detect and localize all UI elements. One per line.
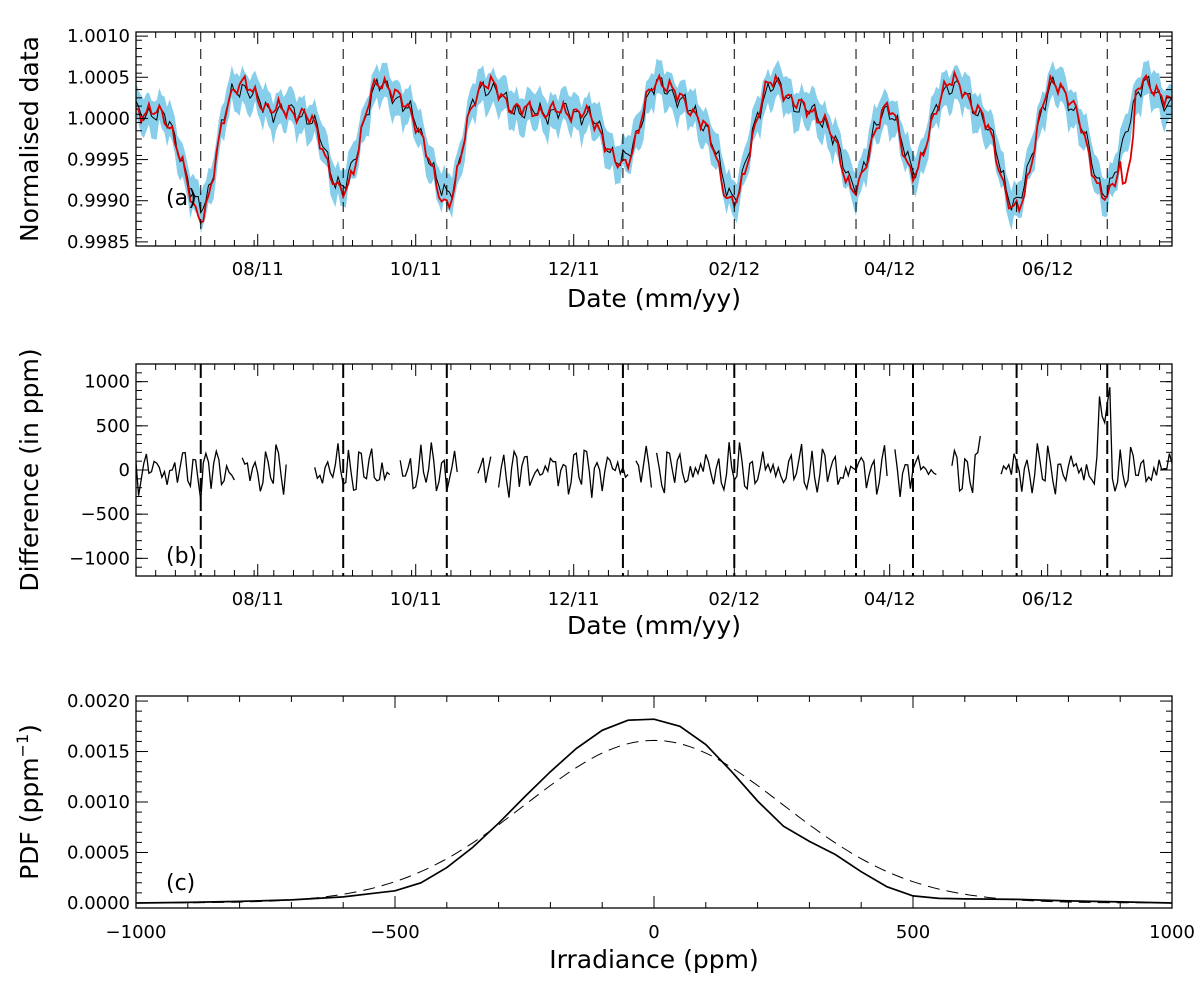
xtick-label-b-5: 06/12 bbox=[1022, 589, 1074, 610]
y-axis-title-a: Normalised data bbox=[15, 36, 44, 242]
panel-a-plot-area bbox=[136, 32, 1172, 246]
xtick-label-a-4: 04/12 bbox=[864, 259, 916, 280]
y-axis-title-c-main: PDF (ppm bbox=[15, 757, 44, 880]
ytick-label-a-5: 0.9985 bbox=[67, 232, 130, 253]
x-axis-title-c: Irradiance (ppm) bbox=[549, 945, 758, 974]
xtick-label-c-3: 500 bbox=[896, 922, 930, 943]
ytick-label-a-0: 1.0010 bbox=[67, 26, 130, 47]
ytick-label-b-0: 1000 bbox=[84, 372, 130, 393]
model-line bbox=[136, 75, 1172, 215]
y-axis-title-c-close: ) bbox=[15, 724, 44, 734]
observed-line bbox=[136, 69, 1172, 225]
xtick-label-c-1: −500 bbox=[370, 922, 419, 943]
ytick-label-a-2: 1.0000 bbox=[67, 108, 130, 129]
xtick-label-a-1: 10/11 bbox=[390, 259, 442, 280]
difference-segment-8 bbox=[894, 449, 937, 497]
difference-segment-5 bbox=[497, 449, 629, 498]
ytick-label-b-2: 0 bbox=[119, 460, 130, 481]
difference-segment-0 bbox=[136, 448, 235, 501]
gaussian-fit-line bbox=[136, 739, 1172, 904]
panel-label-a: (a) bbox=[166, 186, 197, 211]
xtick-label-b-3: 02/12 bbox=[708, 589, 760, 610]
y-axis-title-b: Difference (in ppm) bbox=[15, 348, 44, 591]
xtick-label-c-2: 0 bbox=[648, 922, 659, 943]
y-axis-title-c-sup: −1 bbox=[13, 734, 32, 758]
ytick-label-c-2: 0.0010 bbox=[67, 792, 130, 813]
difference-segment-3 bbox=[399, 442, 458, 492]
xtick-label-a-5: 06/12 bbox=[1022, 259, 1074, 280]
xtick-label-b-4: 04/12 bbox=[864, 589, 916, 610]
xtick-label-b-2: 12/11 bbox=[548, 589, 600, 610]
ytick-label-b-3: −500 bbox=[81, 504, 130, 525]
difference-segment-6 bbox=[635, 445, 653, 488]
xtick-label-a-2: 12/11 bbox=[548, 259, 600, 280]
y-axis-title-c: PDF (ppm−1) bbox=[13, 724, 44, 880]
xtick-label-c-4: 1000 bbox=[1149, 922, 1195, 943]
panel-c-frame bbox=[135, 695, 1173, 909]
ytick-label-a-4: 0.9990 bbox=[67, 191, 130, 212]
xtick-label-a-3: 02/12 bbox=[708, 259, 760, 280]
panel-c: 0.0020 0.0015 0.0010 0.0005 0.0000 −1000 −500 0… bbox=[13, 691, 1195, 974]
x-axis-title-a: Date (mm/yy) bbox=[567, 284, 741, 313]
ytick-label-c-3: 0.0005 bbox=[67, 842, 130, 863]
xtick-label-a-0: 08/11 bbox=[232, 259, 284, 280]
panel-label-c: (c) bbox=[166, 871, 195, 896]
xtick-label-b-1: 10/11 bbox=[390, 589, 442, 610]
panel-label-b: (b) bbox=[166, 544, 197, 569]
ytick-label-b-1: 500 bbox=[96, 416, 130, 437]
empirical-pdf-line bbox=[135, 718, 1173, 904]
ytick-label-c-1: 0.0015 bbox=[67, 742, 130, 763]
xtick-label-c-0: −1000 bbox=[106, 922, 167, 943]
ytick-label-b-4: −1000 bbox=[69, 548, 130, 569]
ytick-label-c-0: 0.0020 bbox=[67, 691, 130, 712]
difference-segment-1 bbox=[241, 444, 287, 495]
difference-segment-2 bbox=[314, 443, 391, 492]
ytick-label-c-4: 0.0000 bbox=[67, 893, 130, 914]
difference-segment-7 bbox=[655, 442, 888, 495]
panel-b-plot-area bbox=[136, 364, 1172, 576]
ytick-label-a-3: 0.9995 bbox=[67, 150, 130, 171]
panel-b: 1000 500 0 −500 −1000 08/11 10/11 12/11 02/12 04/… bbox=[15, 348, 1173, 640]
panel-a: 1.0010 1.0005 1.0000 0.9995 0.9990 0.9985 08/1… bbox=[15, 26, 1173, 313]
difference-segment-4 bbox=[477, 456, 492, 483]
difference-segment-10 bbox=[1000, 387, 1172, 495]
ytick-label-a-1: 1.0005 bbox=[67, 67, 130, 88]
x-axis-title-b: Date (mm/yy) bbox=[567, 611, 741, 640]
difference-segment-9 bbox=[951, 435, 981, 494]
xtick-label-b-0: 08/11 bbox=[232, 589, 284, 610]
